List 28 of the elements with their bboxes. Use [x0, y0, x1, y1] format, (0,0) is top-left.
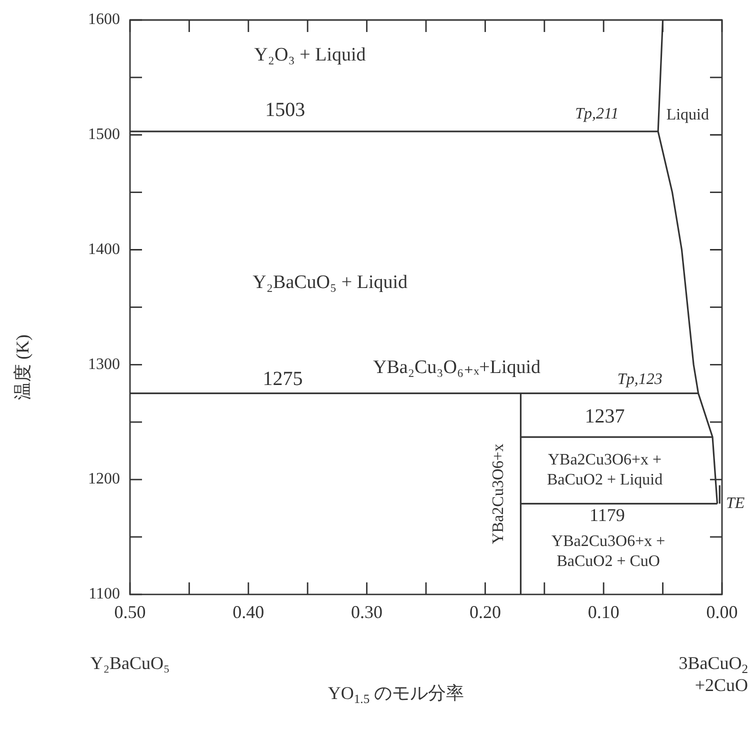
text: Y₂BaCuO₅: [90, 653, 170, 674]
annotation: YBa₂Cu₃O₆₊ₓ+Liquid: [373, 357, 542, 378]
text: YBa2Cu3O6+x: [490, 444, 507, 544]
y-tick-label: 1600: [88, 11, 120, 28]
x-tick-label: 0.40: [232, 602, 264, 622]
x-tick-label: 0.10: [588, 602, 620, 622]
annotation: 1503: [265, 99, 306, 122]
annotation: 1237: [584, 406, 625, 428]
annotation: Liquid: [666, 106, 710, 124]
x-tick-label: 0.50: [114, 602, 146, 622]
y-tick-label: 1100: [88, 586, 120, 603]
annotation: 1275: [262, 368, 303, 390]
annotation: Y₂O₃ + Liquid: [254, 44, 366, 66]
y-tick-label: 1300: [88, 356, 120, 373]
annotation: Tp,123: [617, 370, 662, 388]
y-tick-label: 1400: [88, 240, 120, 258]
x-tick-label: 0.30: [351, 602, 383, 622]
annotation: Y₂BaCuO₅ + Liquid: [252, 272, 408, 294]
text: TE: [726, 494, 745, 512]
annotation: YBa2Cu3O6+x + BaCuO2 + CuO: [552, 533, 666, 570]
annotation: Tp,211: [575, 105, 619, 122]
annotation: YBa2Cu3O6+x + BaCuO2 + Liquid: [546, 452, 663, 489]
y-tick-label: 1500: [88, 126, 120, 144]
x-tick-label: 0.00: [706, 602, 738, 622]
y-axis-title: 温度 (K): [12, 334, 33, 400]
y-tick-label: 1200: [88, 470, 120, 488]
x-tick-label: 0.20: [469, 602, 501, 622]
annotation: 1179: [589, 505, 625, 526]
